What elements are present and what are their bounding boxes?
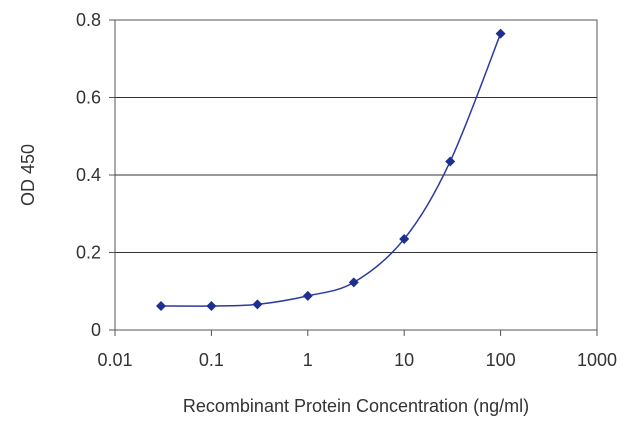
x-tick-label: 10: [394, 350, 414, 370]
x-axis-title: Recombinant Protein Concentration (ng/ml…: [183, 396, 529, 416]
x-tick-label: 0.01: [97, 350, 132, 370]
data-point: [399, 233, 410, 244]
data-point: [252, 299, 263, 310]
data-point: [348, 277, 359, 288]
x-tick-label: 1: [303, 350, 313, 370]
x-tick-label: 0.1: [199, 350, 224, 370]
y-axis-title: OD 450: [18, 144, 38, 206]
x-axis-ticks: 0.01 0.1 1 10 100 1000: [97, 330, 617, 370]
x-tick-label: 100: [486, 350, 516, 370]
data-points: [155, 28, 506, 311]
data-point: [206, 300, 217, 311]
y-axis-ticks: 0 0.2 0.4 0.6 0.8: [76, 10, 115, 340]
data-point: [155, 300, 166, 311]
y-tick-label: 0.6: [76, 88, 101, 108]
data-point: [495, 28, 506, 39]
y-tick-label: 0.2: [76, 243, 101, 263]
data-point: [302, 290, 313, 301]
y-tick-label: 0.4: [76, 165, 101, 185]
y-tick-label: 0.8: [76, 10, 101, 30]
data-point: [445, 156, 456, 167]
grid-lines: [115, 97, 597, 253]
x-tick-label: 1000: [577, 350, 617, 370]
y-tick-label: 0: [91, 320, 101, 340]
